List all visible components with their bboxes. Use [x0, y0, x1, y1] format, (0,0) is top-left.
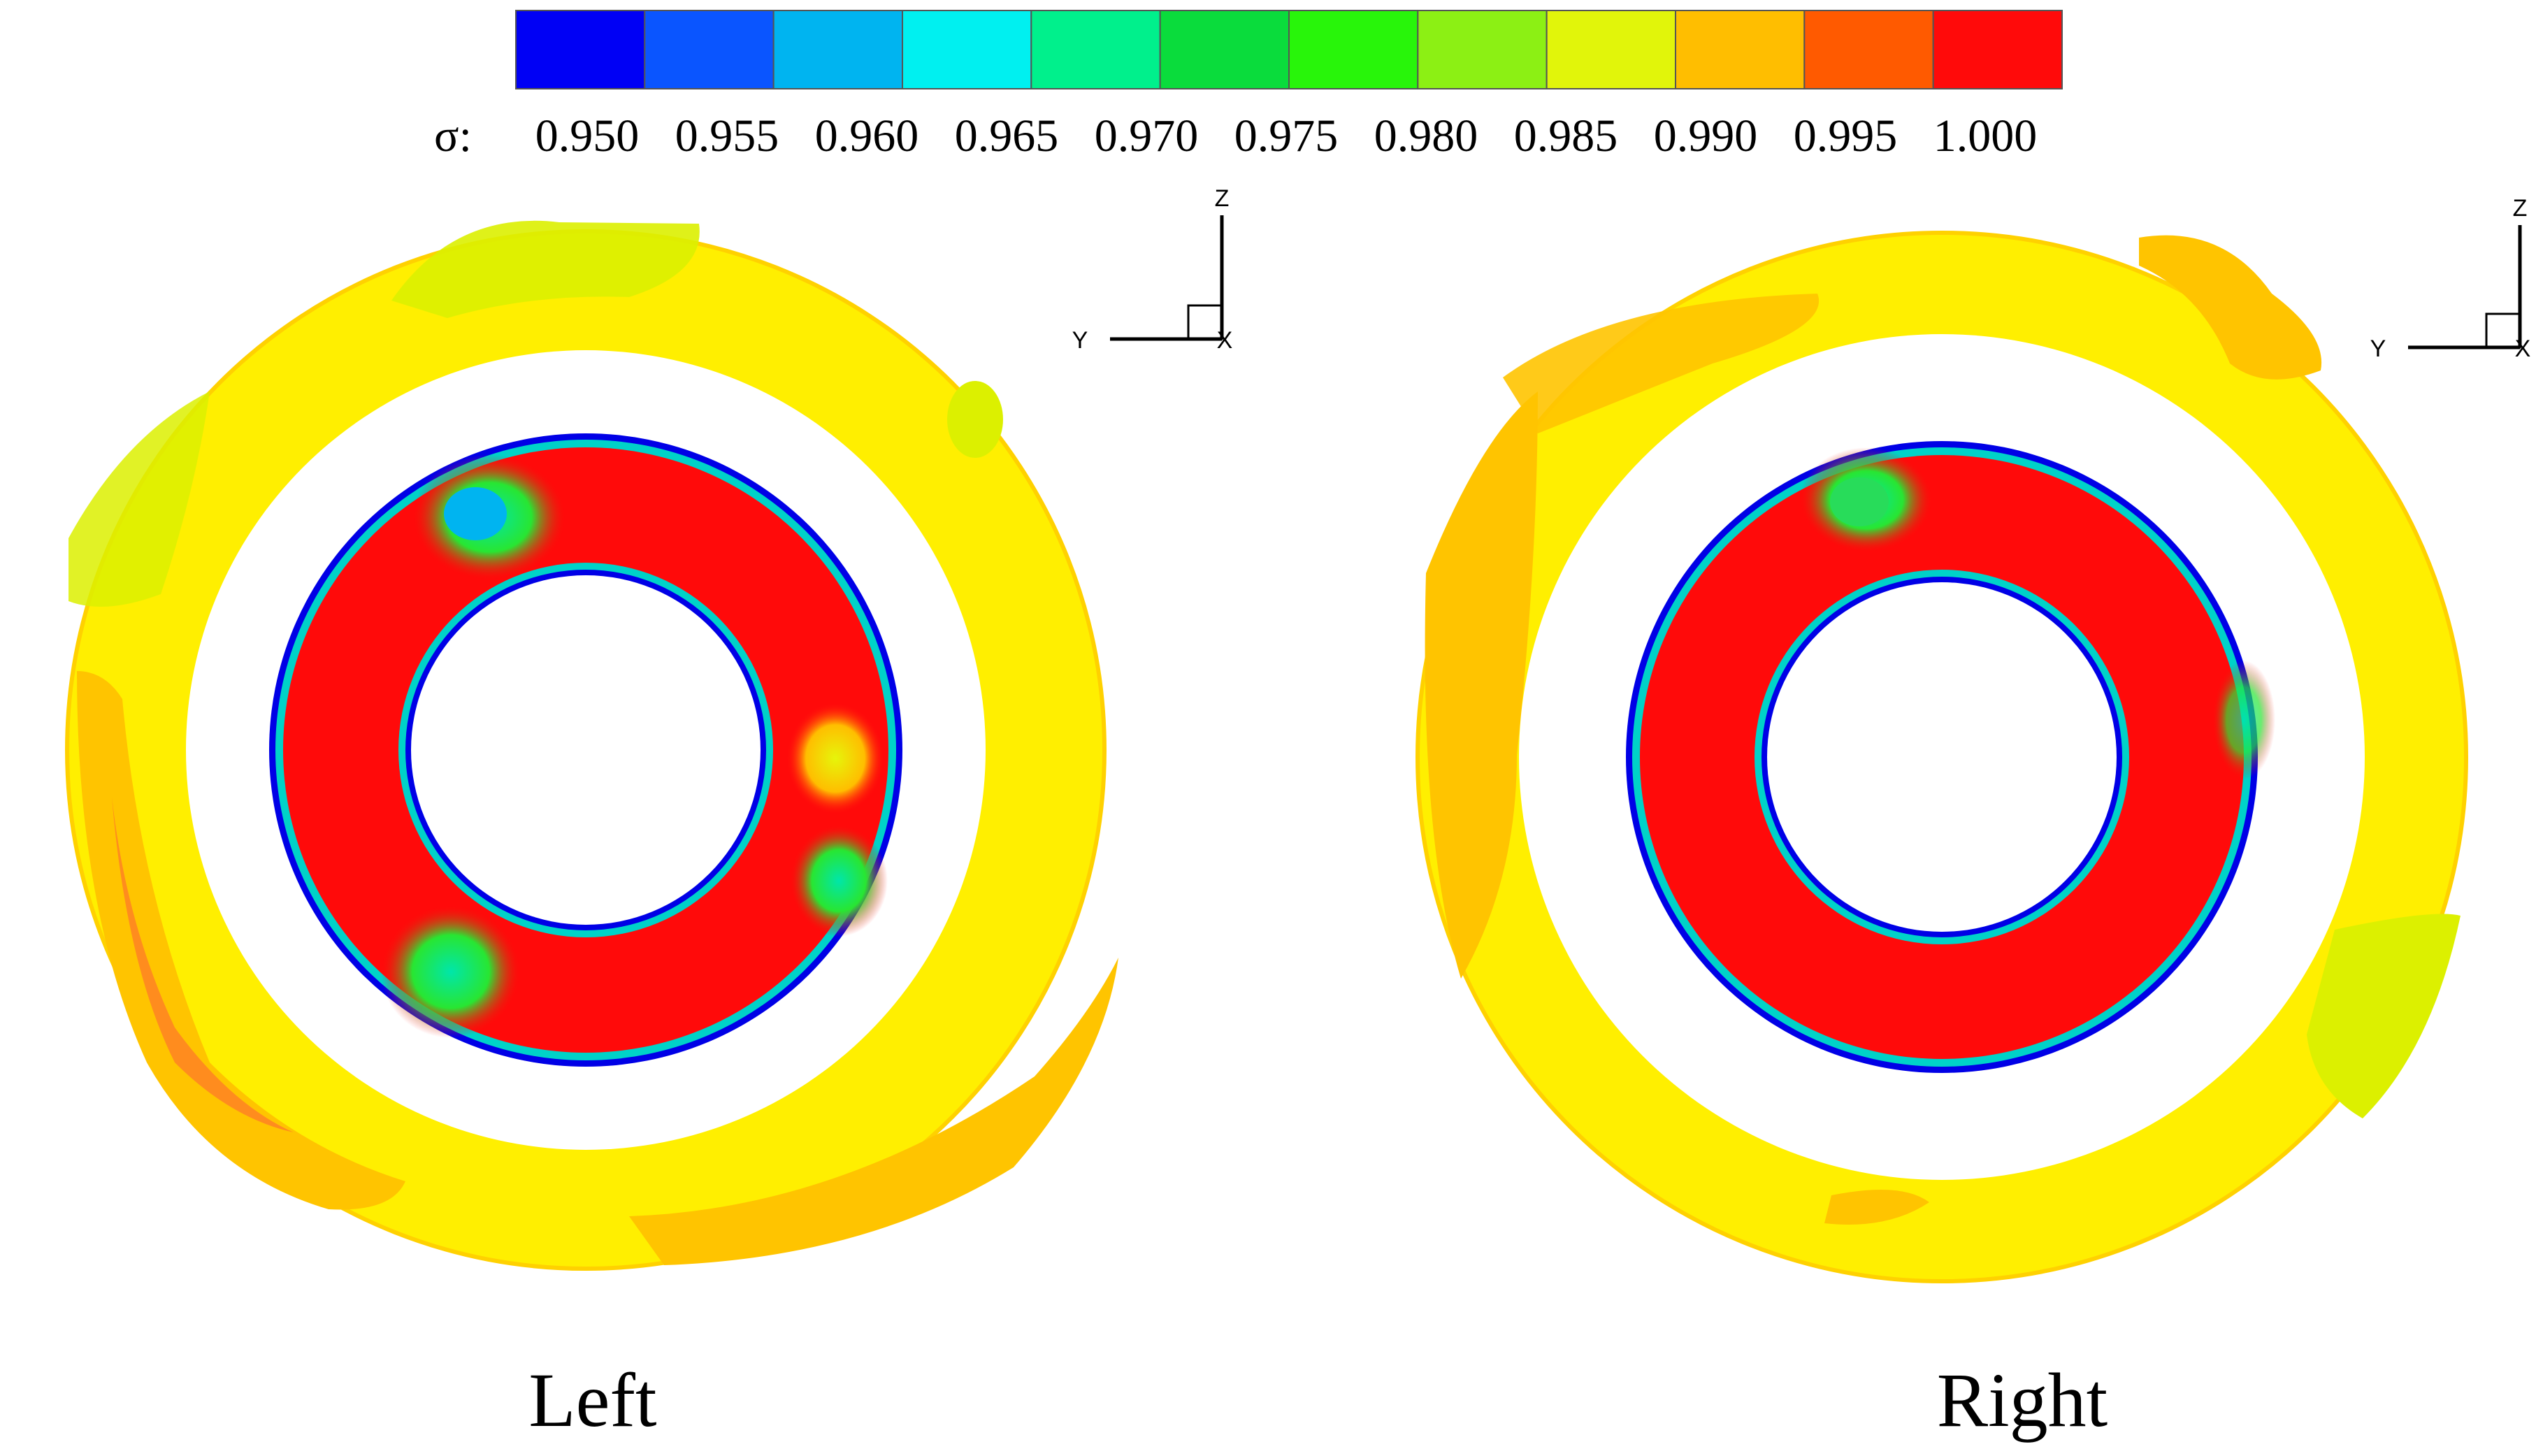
panel-caption-left: Left: [528, 1357, 656, 1443]
colorbar-swatch: [1417, 10, 1548, 89]
colorbar-tick-label: 0.965: [955, 110, 1059, 161]
left-panel: Z Y X Left: [65, 185, 1233, 1443]
axis-triad: Z Y X: [1072, 185, 1233, 354]
colorbar-tick-label: 0.950: [535, 110, 640, 161]
colorbar-swatch: [1546, 10, 1677, 89]
colorbar-tick-label: 0.955: [675, 110, 779, 161]
colorbar-tick-label: 0.980: [1374, 110, 1478, 161]
outer-patch-light: [391, 220, 700, 318]
panel-caption-right: Right: [1937, 1357, 2108, 1443]
colorbar-swatch: [1288, 10, 1419, 89]
outer-patch-dark: [629, 958, 1118, 1265]
inner-ring-core: [1767, 582, 2117, 932]
vortex-blob: [444, 487, 507, 540]
right-panel: Z Y X Right: [1415, 195, 2531, 1443]
colorbar-tick-label: 0.995: [1794, 110, 1898, 161]
vortex-blob: [1830, 477, 1889, 526]
vortex-blob: [790, 825, 888, 937]
axis-triad: Z Y X: [2370, 195, 2531, 362]
outer-patch-dark: [77, 671, 405, 1210]
colorbar-tick-label: 1.000: [1933, 110, 2038, 161]
axis-label-z: Z: [1215, 185, 1230, 212]
colorbar: [515, 10, 2063, 89]
colorbar-tick-label: 0.970: [1095, 110, 1199, 161]
outer-patch-dark: [1425, 391, 1538, 979]
outer-patch-light: [2307, 914, 2461, 1118]
colorbar-tick-label: 0.975: [1234, 110, 1339, 161]
colorbar-tick-label: 0.990: [1654, 110, 1758, 161]
inner-ring-core: [411, 575, 761, 925]
outer-patch-dark: [2139, 235, 2322, 380]
vortex-blob: [381, 905, 521, 1038]
outer-patch-hot: [112, 797, 294, 1132]
colorbar-tick-label: 0.960: [815, 110, 919, 161]
colorbar-swatch: [644, 10, 775, 89]
axis-label-z: Z: [2513, 195, 2528, 222]
colorbar-swatch: [1932, 10, 2063, 89]
colorbar-swatch: [1675, 10, 1806, 89]
axis-label-x: X: [2515, 336, 2531, 362]
colorbar-swatch: [515, 10, 646, 89]
colorbar-swatch: [772, 10, 903, 89]
axis-label-y: Y: [1072, 327, 1088, 354]
colorbar-swatch: [1803, 10, 1934, 89]
colorbar-swatch: [1159, 10, 1290, 89]
colorbar-tick-label: 0.985: [1514, 110, 1618, 161]
colorbar-swatch: [1030, 10, 1161, 89]
outer-patch-dark: [1824, 1190, 1929, 1225]
colorbar-tick-labels: 0.950 0.955 0.960 0.965 0.970 0.975 0.980 0.985…: [535, 110, 2038, 161]
vortex-blob: [2212, 661, 2275, 779]
axis-label-y: Y: [2370, 336, 2386, 362]
colorbar-swatch: [902, 10, 1032, 89]
axis-label-x: X: [1217, 327, 1233, 354]
outer-patch-light: [947, 381, 1003, 458]
vortex-blob: [786, 702, 884, 814]
colorbar-variable-label: σ:: [434, 110, 472, 161]
outer-patch-light: [69, 391, 210, 607]
outer-patch-dark: [1503, 294, 1820, 433]
